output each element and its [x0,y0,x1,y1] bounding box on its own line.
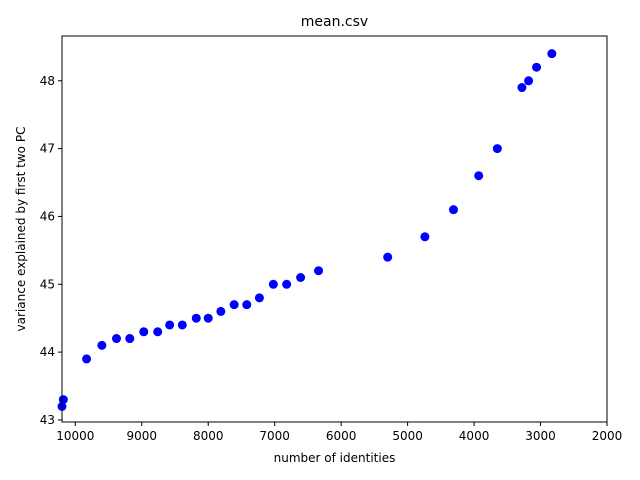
data-point [216,306,226,316]
data-point [282,279,292,289]
data-point [203,313,213,323]
x-tick-label: 2000 [592,429,623,443]
x-tick-label: 9000 [126,429,157,443]
data-points [57,49,557,411]
chart-title: mean.csv [301,14,368,30]
data-point [82,354,92,364]
data-point [177,320,187,330]
y-tick-label: 48 [40,74,55,88]
data-point [296,273,306,283]
data-point [125,334,135,344]
data-point [139,327,149,337]
data-point [254,293,264,303]
data-point [268,279,278,289]
x-tick-label: 7000 [259,429,290,443]
x-axis-label: number of identities [274,451,396,465]
data-point [191,313,201,323]
y-axis-label: variance explained by first two PC [14,127,28,332]
x-tick-label: 4000 [459,429,490,443]
data-point [383,252,393,262]
x-axis-ticks: 10000 9000 8000 7000 6000 5000 4000 3000 2000 [56,422,622,443]
data-point [242,300,252,310]
x-tick-label: 3000 [525,429,556,443]
data-point [420,232,430,242]
data-point [58,395,68,405]
data-point [153,327,163,337]
data-point [314,266,324,276]
data-point [517,83,527,93]
y-tick-label: 47 [40,142,55,156]
y-tick-label: 43 [40,413,55,427]
data-point [492,144,502,154]
x-tick-label: 6000 [326,429,357,443]
x-tick-label: 5000 [392,429,423,443]
x-tick-label: 8000 [193,429,224,443]
data-point [524,76,534,86]
data-point [474,171,484,181]
y-tick-label: 46 [40,209,55,223]
y-tick-label: 44 [40,345,55,359]
data-point [97,340,107,350]
data-point [229,300,239,310]
data-point [532,62,542,72]
data-point [112,334,121,344]
data-point [547,49,557,59]
plot-frame [61,35,608,423]
y-tick-label: 45 [40,277,55,291]
data-point [448,205,458,215]
data-point [165,320,175,330]
x-tick-label: 10000 [56,429,94,443]
y-axis-ticks: 43 44 45 46 47 48 [40,74,62,427]
